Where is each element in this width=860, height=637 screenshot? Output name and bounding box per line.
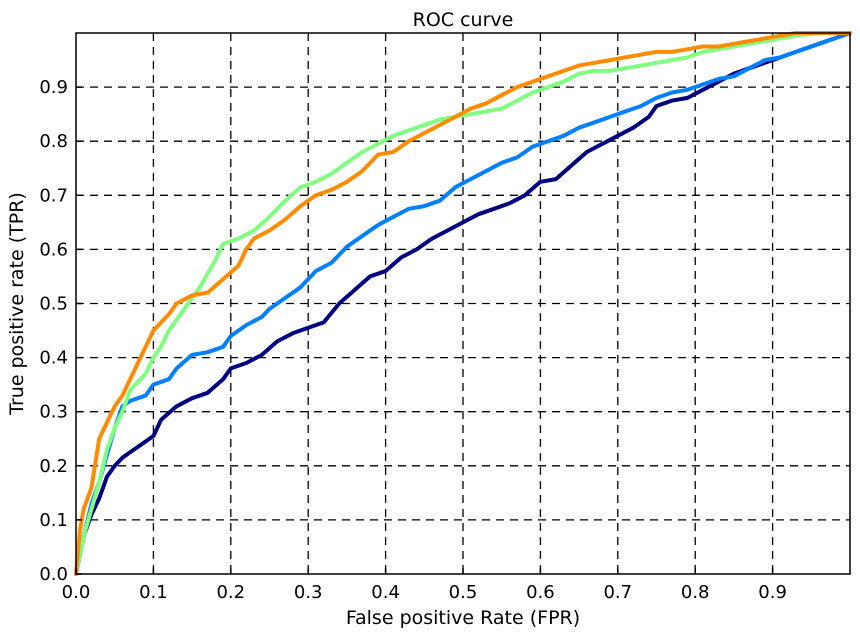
y-tick-label: 0.6 bbox=[39, 239, 68, 260]
x-tick-label: 0.0 bbox=[62, 582, 91, 603]
series-line-3 bbox=[74, 31, 852, 576]
series-line-1 bbox=[74, 31, 852, 576]
y-tick-label: 0.3 bbox=[39, 402, 68, 423]
x-tick-label: 0.3 bbox=[294, 582, 323, 603]
series-group bbox=[74, 31, 852, 576]
chart-title: ROC curve bbox=[413, 9, 514, 31]
x-tick-label: 0.6 bbox=[526, 582, 555, 603]
y-tick-label: 0.7 bbox=[39, 185, 68, 206]
x-tick-label: 0.8 bbox=[681, 582, 710, 603]
y-tick-label: 0.9 bbox=[39, 77, 68, 98]
grid-lines bbox=[76, 33, 850, 574]
x-axis-label: False positive Rate (FPR) bbox=[346, 607, 580, 629]
y-tick-label: 0.1 bbox=[39, 510, 68, 531]
y-tick-label: 0.4 bbox=[39, 348, 68, 369]
x-tick-label: 0.1 bbox=[139, 582, 168, 603]
series-line-4 bbox=[74, 31, 852, 576]
x-tick-label: 0.5 bbox=[449, 582, 478, 603]
y-tick-label: 0.0 bbox=[39, 564, 68, 585]
y-tick-label: 0.2 bbox=[39, 456, 68, 477]
x-ticks: 0.0 0.1 0.2 0.3 0.4 0.5 0.6 0.7 0.8 0.9 bbox=[62, 568, 787, 603]
y-axis-label: True positive rate (TPR) bbox=[6, 192, 28, 416]
x-tick-label: 0.7 bbox=[603, 582, 632, 603]
y-tick-label: 0.8 bbox=[39, 131, 68, 152]
series-line-2 bbox=[74, 31, 852, 576]
x-tick-label: 0.4 bbox=[371, 582, 400, 603]
x-tick-label: 0.2 bbox=[216, 582, 245, 603]
y-tick-label: 0.5 bbox=[39, 294, 68, 315]
y-ticks: 0.0 0.1 0.2 0.3 0.4 0.5 0.6 0.7 0.8 0.9 bbox=[39, 77, 82, 585]
x-tick-label: 0.9 bbox=[758, 582, 787, 603]
